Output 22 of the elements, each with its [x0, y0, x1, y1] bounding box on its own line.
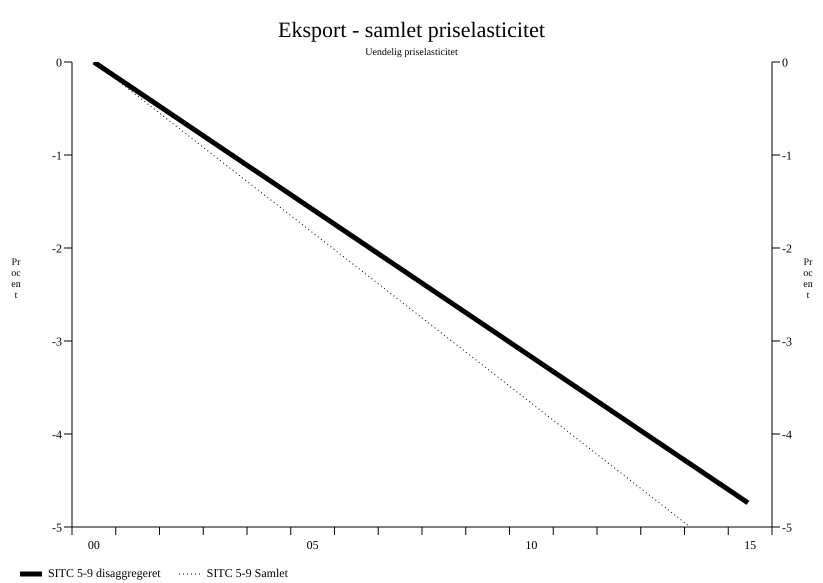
- y2-axis-title: Procent: [802, 257, 814, 301]
- x-tick-label: 15: [744, 538, 756, 552]
- y2-tick-label: -4: [782, 427, 792, 442]
- y2-tick-label: 0: [782, 55, 788, 70]
- y-tick-label: -2: [52, 241, 62, 256]
- legend-label: SITC 5-9 Samlet: [206, 566, 288, 581]
- chart-title: Eksport - samlet priselasticitet: [277, 17, 546, 42]
- y-tick-label: -1: [52, 148, 62, 162]
- legend-label: SITC 5-9 disaggregeret: [48, 566, 161, 581]
- y-tick-label: 0: [56, 55, 62, 70]
- x-tick-label: 05: [306, 538, 319, 552]
- y2-tick-label: -1: [782, 148, 792, 162]
- y2-tick-label: -2: [782, 241, 792, 256]
- y-tick-label: -3: [52, 334, 62, 348]
- y-tick-label: -5: [52, 520, 62, 534]
- y2-tick-label: -3: [782, 334, 792, 348]
- x-tick-label: 00: [88, 538, 100, 552]
- chart-subtitle: Uendelig priselasticitet: [365, 47, 458, 58]
- y-axis-title: Procent: [10, 257, 22, 301]
- y2-tick-label: -5: [782, 520, 792, 534]
- x-tick-label: 10: [525, 538, 538, 552]
- y-tick-label: -4: [52, 427, 62, 442]
